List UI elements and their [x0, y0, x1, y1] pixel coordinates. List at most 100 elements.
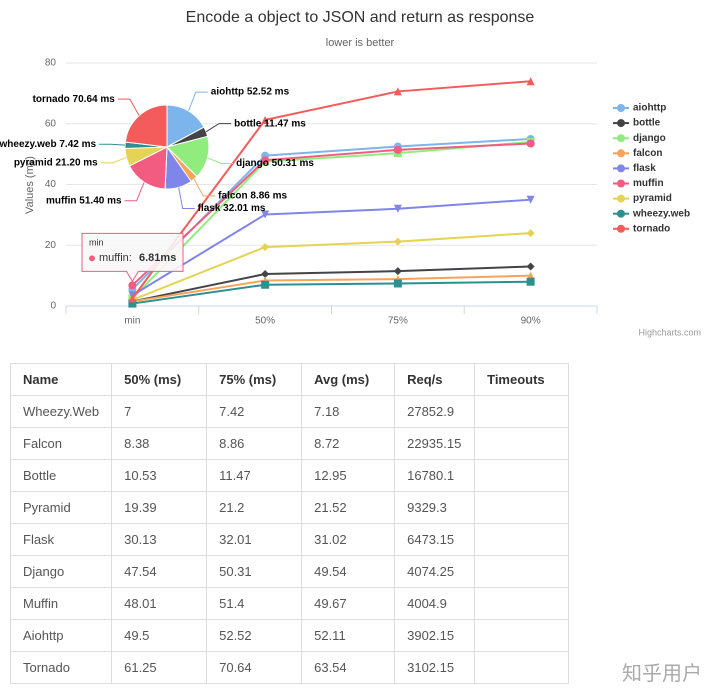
- marker: [526, 271, 535, 280]
- marker: [261, 243, 270, 252]
- table-cell: 8.38: [111, 427, 208, 460]
- legend-symbol: [617, 209, 625, 218]
- table-cell: 63.54: [301, 651, 396, 684]
- marker: [393, 279, 402, 288]
- table-cell: 16780.1: [394, 459, 476, 492]
- table-cell: 30.13: [111, 523, 208, 556]
- legend-symbol: [617, 104, 625, 112]
- table-row: Falcon 8.38 8.86 8.72 22935.15: [9, 427, 570, 460]
- table-cell: 8.86: [206, 427, 303, 460]
- table-cell: [474, 459, 570, 492]
- marker: [261, 270, 270, 279]
- table-cell: [474, 587, 570, 620]
- legend-label: tornado: [633, 223, 670, 234]
- marker: [526, 229, 535, 238]
- marker: [261, 210, 270, 219]
- tooltip-box: [81, 232, 184, 283]
- series-line: [131, 80, 531, 300]
- table-cell: [474, 619, 570, 652]
- x-tick-label: min: [124, 316, 140, 327]
- table-cell: 52.52: [206, 619, 303, 652]
- pie-connector: [178, 187, 195, 209]
- marker: [261, 156, 270, 165]
- pie-connector: [100, 156, 127, 164]
- chart: Encode a object to JSON and return as re…: [0, 9, 701, 337]
- pie-connector: [205, 123, 232, 133]
- table-cell: [474, 395, 570, 428]
- series-line: [132, 280, 531, 305]
- pie-label: django 50.31 ms: [236, 158, 314, 169]
- table-cell: 22935.15: [394, 427, 476, 460]
- legend-symbol: [617, 134, 625, 143]
- table-cell: 21.52: [301, 491, 396, 524]
- legend-label: bottle: [633, 118, 661, 129]
- table-cell: Falcon: [9, 427, 113, 460]
- pie-label: aiohttp 52.52 ms: [211, 87, 290, 98]
- table-cell: 48.01: [111, 587, 208, 620]
- table-cell: 47.54: [111, 555, 208, 588]
- pie-label: flask 32.01 ms: [198, 203, 266, 214]
- table-cell: [474, 555, 570, 588]
- table-cell: [474, 651, 570, 684]
- series-line: [132, 265, 531, 303]
- legend-symbol: [617, 194, 625, 203]
- table-cell: 50.31: [206, 555, 303, 588]
- marker: [393, 145, 402, 154]
- chart-title: Encode a object to JSON and return as re…: [186, 9, 535, 26]
- table-cell: 61.25: [111, 651, 208, 684]
- table-cell: 49.67: [301, 587, 396, 620]
- table-cell: 8.72: [301, 427, 396, 460]
- pie-slice: [128, 146, 168, 190]
- pie-slice: [166, 135, 210, 178]
- table-row: Django 47.54 50.31 49.54 4074.25: [9, 555, 570, 588]
- legend-label: pyramid: [633, 193, 672, 204]
- table-cell: 70.64: [206, 651, 303, 684]
- table-header-row: Name 50% (ms) 75% (ms) Avg (ms) Req/s Timeout…: [9, 363, 570, 396]
- pie-connector: [207, 157, 234, 164]
- legend-symbol: [617, 179, 625, 188]
- table-row: Wheezy.Web 7 7.42 7.18 27852.9: [9, 395, 570, 428]
- y-tick-label: 60: [45, 118, 57, 129]
- marker: [261, 280, 270, 289]
- table-cell: 9329.3: [394, 491, 476, 524]
- marker: [393, 267, 402, 276]
- table-cell: Django: [9, 555, 113, 588]
- x-tick-label: 50%: [255, 316, 275, 327]
- chart-subtitle: lower is better: [326, 37, 395, 49]
- legend-label: falcon: [633, 148, 662, 159]
- table-cell: Pyramid: [9, 491, 113, 524]
- marker: [128, 299, 137, 308]
- table-cell: Aiohttp: [9, 619, 113, 652]
- tooltip-name: muffin:: [99, 252, 132, 264]
- x-tick-label: 75%: [388, 316, 408, 327]
- table-cell: 4004.9: [394, 587, 476, 620]
- table-cell: 27852.9: [394, 395, 476, 428]
- credits: Highcharts.com: [638, 327, 701, 337]
- marker: [526, 277, 535, 286]
- table-header: Timeouts: [474, 363, 570, 396]
- marker: [128, 281, 137, 290]
- table-header: 75% (ms): [206, 363, 303, 396]
- legend-label: django: [633, 133, 666, 144]
- marker: [261, 115, 270, 124]
- pie-label: wheezy.web 7.42 ms: [0, 139, 96, 150]
- y-tick-label: 40: [45, 179, 57, 190]
- table-cell: 49.5: [111, 619, 208, 652]
- table-cell: [474, 427, 570, 460]
- tooltip-dot: [89, 255, 95, 262]
- series-group: [128, 77, 535, 308]
- tooltip-value: 6.81ms: [139, 252, 176, 264]
- series-line: [132, 232, 531, 301]
- legend-label: muffin: [633, 178, 664, 189]
- watermark: 知乎用户: [622, 661, 702, 685]
- table-cell: [474, 523, 570, 556]
- table-row: Pyramid 19.39 21.2 21.52 9329.3: [9, 491, 570, 524]
- legend-symbol: [617, 149, 625, 158]
- y-axis-title: Values (ms): [24, 156, 36, 214]
- pie-connector: [124, 182, 145, 202]
- table-cell: 6473.15: [394, 523, 476, 556]
- table-row: Muffin 48.01 51.4 49.67 4004.9: [9, 587, 570, 620]
- marker: [128, 294, 137, 303]
- legend-label: flask: [633, 163, 656, 174]
